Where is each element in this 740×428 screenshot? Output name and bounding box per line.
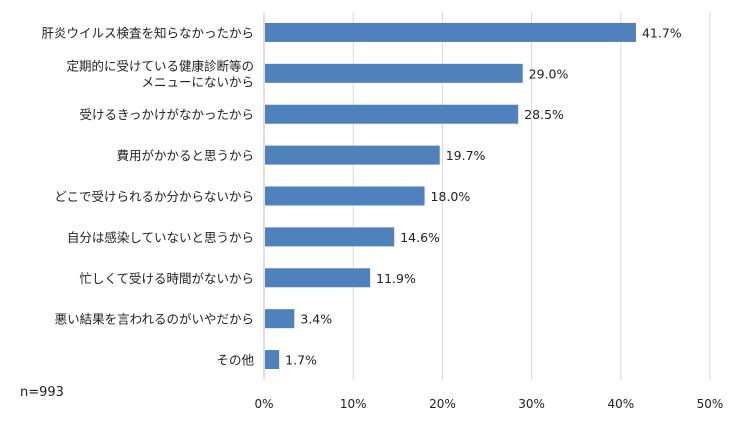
bar [265,145,440,165]
x-tick-label: 20% [429,397,456,411]
data-label: 18.0% [431,189,471,204]
bar-layer [265,22,636,370]
data-label: 3.4% [300,312,332,327]
bar [265,309,295,329]
category-label: どこで受けられるか分からないから [54,189,254,204]
bar [265,104,519,124]
category-label: 悪い結果を言われるのがいやだから [55,312,254,327]
x-tick-labels: 0% 10% 20% 30% 40% 50% [254,397,723,411]
category-labels: 肝炎ウイルス検査を知らなかったから定期的に受けている健康診断等のメニューにないか… [41,25,254,367]
bar [265,186,425,206]
bar [265,268,371,288]
bar [265,22,636,42]
category-label: 費用がかかると思うから [116,148,254,163]
bar [265,350,280,370]
x-tick-label: 0% [254,397,273,411]
category-label: 定期的に受けている健康診断等のメニューにないから [66,58,254,89]
data-label: 29.0% [529,66,569,81]
data-label: 19.7% [446,148,486,163]
value-labels: 41.7% 29.0% 28.5% 19.7% 18.0% 14.6% 11.9% 3.4% 1… [285,25,682,367]
category-label: 自分は感染していないと思うから [67,230,254,245]
data-label: 11.9% [376,271,416,286]
x-tick-label: 40% [607,397,634,411]
category-label: その他 [216,353,254,368]
bar [265,63,523,83]
data-label: 1.7% [285,353,317,368]
x-tick-label: 10% [340,397,367,411]
data-label: 14.6% [400,230,440,245]
category-label: 受けるきっかけがなかったから [79,107,254,122]
category-label: 肝炎ウイルス検査を知らなかったから [41,25,254,40]
data-label: 41.7% [642,25,682,40]
data-label: 28.5% [524,107,564,122]
sample-size-note: n=993 [20,385,64,400]
x-tick-label: 30% [518,397,545,411]
category-label: 忙しくて受ける時間がないから [79,271,254,286]
x-tick-label: 50% [697,397,724,411]
bar [265,227,395,247]
